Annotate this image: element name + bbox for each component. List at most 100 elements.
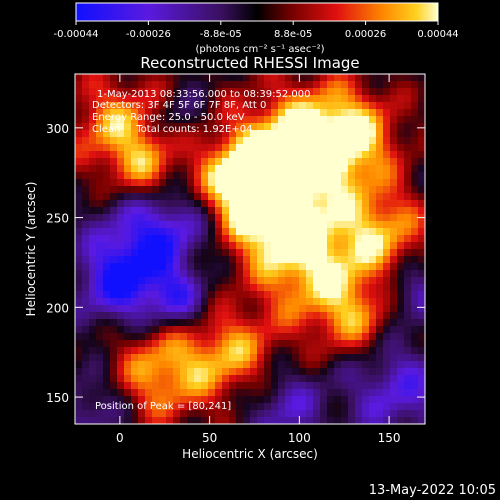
heatmap-cell: [313, 340, 321, 348]
heatmap-cell: [418, 123, 425, 131]
heatmap-cell: [194, 277, 202, 285]
heatmap-cell: [369, 417, 377, 424]
heatmap-cell: [292, 319, 300, 327]
heatmap-cell: [334, 354, 342, 362]
heatmap-cell: [306, 249, 314, 257]
heatmap-cell: [341, 228, 349, 236]
heatmap-cell: [271, 361, 279, 369]
heatmap-cell: [194, 221, 202, 229]
annotation-time: 1-May-2013 08:33:56.000 to 08:39:52.000: [97, 89, 310, 100]
heatmap-cell: [355, 123, 363, 131]
heatmap-cell: [362, 165, 370, 173]
heatmap-cell: [173, 102, 181, 110]
heatmap-cell: [243, 123, 251, 131]
heatmap-cell: [362, 305, 370, 313]
heatmap-cell: [355, 368, 363, 376]
heatmap-cell: [285, 361, 293, 369]
heatmap-cell: [222, 179, 230, 187]
heatmap-cell: [208, 375, 216, 383]
heatmap-cell: [159, 109, 167, 117]
heatmap-cell: [222, 81, 230, 89]
heatmap-cell: [411, 375, 419, 383]
heatmap-cell: [362, 361, 370, 369]
heatmap-cell: [215, 207, 223, 215]
heatmap-cell: [418, 200, 425, 208]
heatmap-cell: [341, 144, 349, 152]
heatmap-cell: [180, 263, 188, 271]
heatmap-cell: [194, 102, 202, 110]
heatmap-cell: [362, 333, 370, 341]
heatmap-cell: [355, 235, 363, 243]
heatmap-cell: [299, 291, 307, 299]
heatmap-cell: [411, 193, 419, 201]
heatmap-cell: [187, 207, 195, 215]
heatmap-cell: [390, 200, 398, 208]
heatmap-cell: [327, 263, 335, 271]
heatmap-cell: [264, 263, 272, 271]
heatmap-cell: [89, 102, 97, 110]
heatmap-cell: [383, 375, 391, 383]
heatmap-cell: [327, 81, 335, 89]
heatmap-cell: [166, 130, 174, 138]
heatmap-cell: [390, 305, 398, 313]
heatmap-cell: [411, 116, 419, 124]
heatmap-cell: [215, 368, 223, 376]
heatmap-cell: [292, 95, 300, 103]
heatmap-cell: [103, 95, 111, 103]
heatmap-cell: [327, 256, 335, 264]
heatmap-cell: [145, 186, 153, 194]
heatmap-cell: [138, 249, 146, 257]
heatmap-cell: [397, 235, 405, 243]
heatmap-cell: [390, 221, 398, 229]
heatmap-cell: [320, 144, 328, 152]
heatmap-cell: [110, 410, 118, 418]
heatmap-cell: [152, 298, 160, 306]
heatmap-cell: [229, 235, 237, 243]
heatmap-cell: [411, 417, 419, 424]
heatmap-cell: [166, 81, 174, 89]
heatmap-cell: [103, 410, 111, 418]
heatmap-cell: [341, 270, 349, 278]
heatmap-cell: [187, 130, 195, 138]
heatmap-cell: [243, 361, 251, 369]
heatmap-cell: [418, 158, 425, 166]
heatmap-cell: [418, 130, 425, 138]
heatmap-cell: [390, 207, 398, 215]
heatmap-cell: [145, 270, 153, 278]
heatmap-cell: [390, 403, 398, 411]
heatmap-cell: [292, 368, 300, 376]
heatmap-cell: [404, 249, 412, 257]
heatmap-cell: [180, 361, 188, 369]
heatmap-cell: [278, 214, 286, 222]
heatmap-cell: [173, 172, 181, 180]
heatmap-cell: [348, 298, 356, 306]
heatmap-cell: [257, 165, 265, 173]
heatmap-cell: [75, 109, 83, 117]
heatmap-cell: [89, 284, 97, 292]
heatmap-cell: [208, 95, 216, 103]
heatmap-cell: [159, 396, 167, 404]
heatmap-cell: [145, 312, 153, 320]
heatmap-cell: [348, 319, 356, 327]
heatmap-cell: [257, 249, 265, 257]
heatmap-cell: [138, 207, 146, 215]
heatmap-cell: [299, 102, 307, 110]
heatmap-cell: [383, 410, 391, 418]
heatmap-cell: [159, 74, 167, 82]
heatmap-cell: [411, 144, 419, 152]
heatmap-cell: [194, 74, 202, 82]
heatmap-cell: [229, 354, 237, 362]
heatmap-cell: [201, 326, 209, 334]
heatmap-cell: [271, 95, 279, 103]
heatmap-cell: [383, 158, 391, 166]
heatmap-cell: [103, 179, 111, 187]
heatmap-cell: [418, 74, 425, 82]
heatmap-cell: [131, 116, 139, 124]
heatmap-cell: [180, 277, 188, 285]
heatmap-cell: [131, 319, 139, 327]
heatmap-cell: [264, 249, 272, 257]
heatmap-cell: [194, 368, 202, 376]
heatmap-cell: [278, 172, 286, 180]
heatmap-cell: [180, 228, 188, 236]
heatmap-cell: [292, 137, 300, 145]
